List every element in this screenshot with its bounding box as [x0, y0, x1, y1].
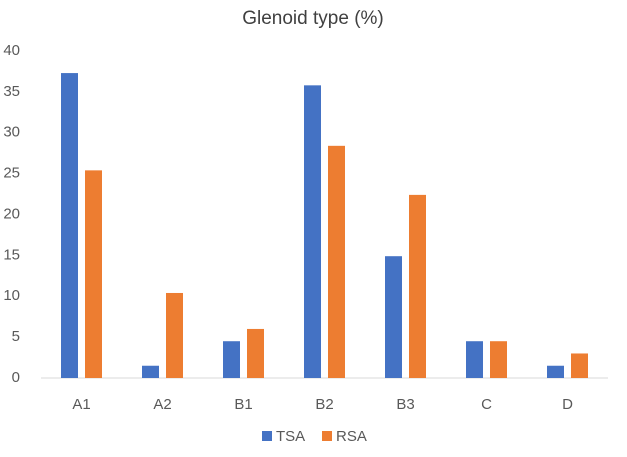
x-tick-label: A1	[72, 396, 90, 413]
x-tick-label: B3	[396, 396, 414, 413]
legend-swatch	[322, 431, 332, 441]
bar	[247, 328, 264, 378]
y-tick-label: 0	[12, 369, 20, 386]
bar	[466, 341, 483, 378]
bar	[328, 145, 345, 378]
y-tick-label: 20	[3, 205, 20, 222]
legend-label: RSA	[336, 428, 367, 445]
y-tick-label: 40	[3, 42, 20, 59]
legend-swatch	[262, 431, 272, 441]
bar	[142, 365, 159, 378]
bar	[304, 85, 321, 379]
x-tick-label: B2	[315, 396, 333, 413]
x-tick-label: C	[481, 396, 492, 413]
y-tick-label: 35	[3, 83, 20, 100]
bar	[571, 353, 588, 378]
bar	[61, 73, 78, 378]
bar	[490, 341, 507, 378]
y-tick-label: 10	[3, 287, 20, 304]
chart-title: Glenoid type (%)	[242, 8, 384, 29]
bar	[85, 170, 102, 378]
y-tick-label: 5	[12, 328, 20, 345]
y-tick-label: 25	[3, 165, 20, 182]
bar	[166, 292, 183, 378]
legend-label: TSA	[276, 428, 305, 445]
bar	[385, 256, 402, 378]
bar	[547, 365, 564, 378]
bar	[409, 194, 426, 378]
y-tick-label: 15	[3, 246, 20, 263]
y-tick-label: 30	[3, 124, 20, 141]
x-tick-label: B1	[234, 396, 252, 413]
x-tick-label: A2	[153, 396, 171, 413]
bar	[223, 341, 240, 378]
x-tick-label: D	[562, 396, 573, 413]
